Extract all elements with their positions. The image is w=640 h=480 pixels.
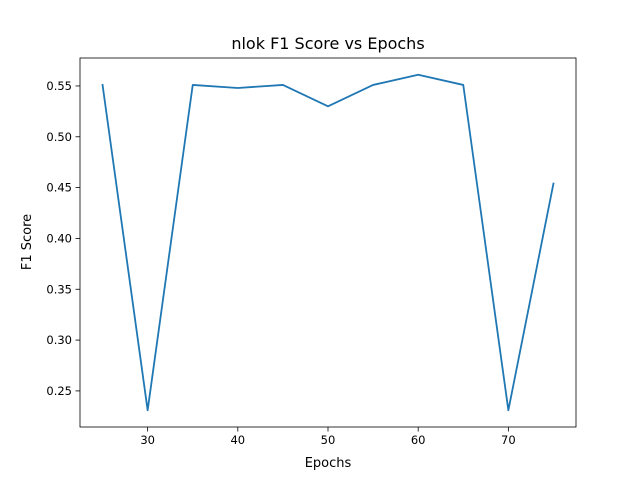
y-axis-label: F1 Score	[20, 214, 35, 270]
plot-area: 30 40 50 60 70 0.25 0.30 0.35 0.40 0.45 0.50 0.55	[46, 57, 577, 447]
x-axis-label: Epochs	[305, 456, 352, 471]
chart-title: nlok F1 Score vs Epochs	[231, 34, 424, 53]
y-tick-label: 0.35	[46, 282, 72, 296]
y-tick-label: 0.30	[46, 333, 72, 347]
y-tick-label: 0.40	[46, 231, 72, 245]
x-tick-label: 70	[501, 433, 516, 447]
y-tick-label: 0.50	[46, 130, 72, 144]
x-tick-label: 50	[321, 433, 336, 447]
x-tick-label: 60	[411, 433, 426, 447]
series-line	[101, 73, 555, 412]
x-tick-label: 30	[140, 433, 155, 447]
y-tick-label: 0.25	[46, 384, 72, 398]
y-tick-label: 0.55	[46, 79, 72, 93]
x-tick-label: 40	[230, 433, 245, 447]
y-tick-label: 0.45	[46, 181, 72, 195]
